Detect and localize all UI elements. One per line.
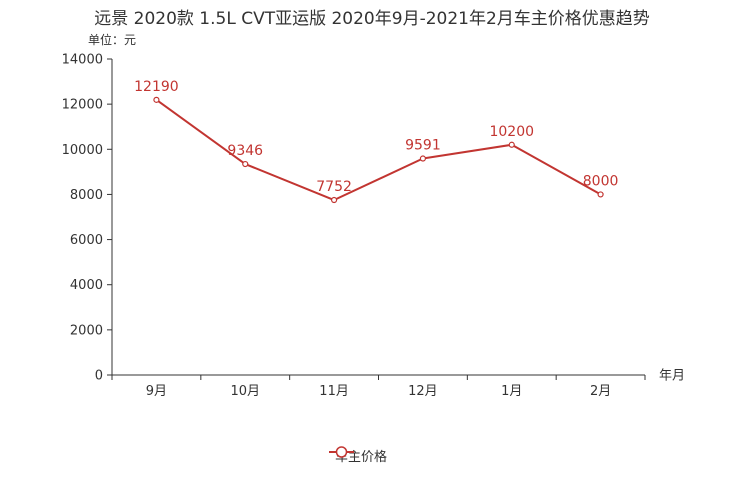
x-tick-label: 11月 bbox=[319, 384, 349, 399]
data-point bbox=[153, 96, 160, 103]
y-tick-label: 4000 bbox=[70, 278, 103, 293]
data-label: 7752 bbox=[316, 179, 352, 195]
x-tick-label: 10月 bbox=[230, 384, 260, 399]
x-axis-name: 年月 bbox=[659, 369, 685, 384]
data-point bbox=[330, 196, 338, 204]
legend-label: 车主价格 bbox=[335, 449, 388, 465]
chart-title: 远景 2020款 1.5L CVT亚运版 2020年9月-2021年2月车主价格… bbox=[94, 9, 650, 29]
legend-line-icon bbox=[329, 446, 354, 458]
x-tick-label: 9月 bbox=[146, 384, 167, 399]
x-tick-label: 1月 bbox=[501, 384, 522, 399]
legend-item[interactable]: 车主价格 bbox=[329, 445, 387, 465]
data-label: 9591 bbox=[405, 138, 441, 154]
data-point bbox=[508, 141, 515, 148]
data-label: 9346 bbox=[227, 143, 263, 159]
y-tick-label: 14000 bbox=[62, 53, 103, 68]
y-tick-label: 8000 bbox=[70, 188, 103, 203]
y-tick-label: 6000 bbox=[70, 233, 103, 248]
x-tick-label: 2月 bbox=[590, 384, 611, 399]
y-tick-label: 10000 bbox=[62, 143, 103, 158]
data-label: 8000 bbox=[583, 173, 619, 189]
data-label: 10200 bbox=[489, 124, 534, 140]
data-point bbox=[242, 160, 249, 168]
x-tick-label: 12月 bbox=[408, 384, 438, 399]
series-line bbox=[155, 99, 602, 202]
data-point bbox=[419, 155, 427, 162]
data-point bbox=[597, 191, 604, 198]
y-tick-label: 2000 bbox=[70, 323, 103, 338]
data-label: 12190 bbox=[134, 79, 179, 95]
y-axis-unit-label: 单位：元 bbox=[88, 33, 137, 47]
y-tick-label: 0 bbox=[95, 369, 103, 384]
y-tick-label: 12000 bbox=[62, 98, 103, 113]
